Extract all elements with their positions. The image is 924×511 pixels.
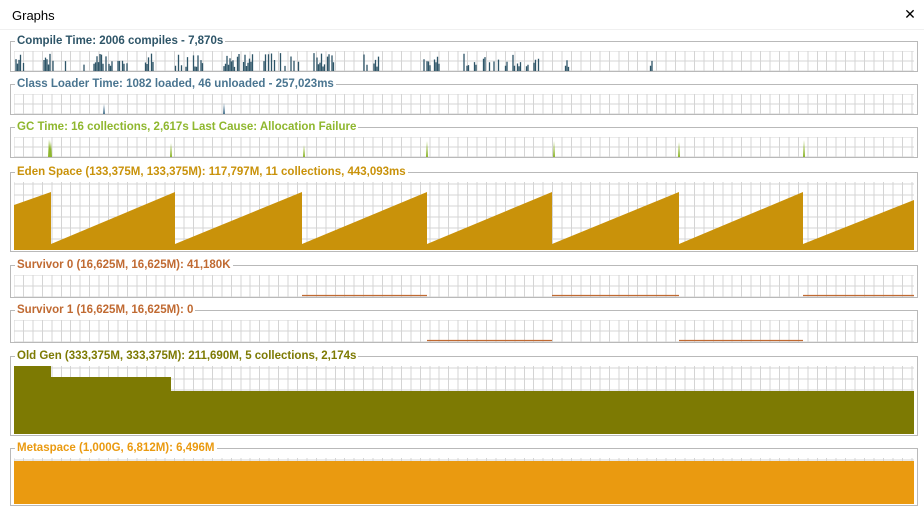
window-title: Graphs [12,8,55,23]
grid [14,320,914,342]
compile-time-label: Compile Time: 2006 compiles - 7,870s [15,34,226,48]
class-loader-graph: Class Loader Time: 1082 loaded, 46 unloa… [10,77,918,115]
metaspace-area [14,461,914,504]
survivor-1-label: Survivor 1 (16,625M, 16,625M): 0 [15,303,196,317]
gc-time-label: GC Time: 16 collections, 2,617s Last Cau… [15,120,359,134]
gc-spikes [48,139,805,157]
eden-area [14,192,914,250]
old-gen-area [14,366,914,434]
survivor-0-graph: Survivor 0 (16,625M, 16,625M): 41,180K [10,258,918,298]
eden-space-label: Eden Space (133,375M, 133,375M): 117,797… [15,165,408,179]
gc-time-graph: GC Time: 16 collections, 2,617s Last Cau… [10,120,918,158]
class-loader-label: Class Loader Time: 1082 loaded, 46 unloa… [15,77,336,91]
class-loader-spikes [103,103,225,114]
survivor-0-plot [14,275,914,297]
survivor-1-graph: Survivor 1 (16,625M, 16,625M): 0 [10,303,918,343]
class-loader-plot [14,94,914,114]
grid [14,94,914,114]
grid [14,137,914,157]
metaspace-graph: Metaspace (1,000G, 6,812M): 6,496M [10,441,918,506]
compile-spikes [15,53,653,71]
compile-time-plot [14,51,914,71]
old-gen-graph: Old Gen (333,375M, 333,375M): 211,690M, … [10,349,918,436]
close-icon[interactable]: ✕ [904,6,916,22]
eden-space-graph: Eden Space (133,375M, 133,375M): 117,797… [10,165,918,252]
old-gen-label: Old Gen (333,375M, 333,375M): 211,690M, … [15,349,359,363]
metaspace-label: Metaspace (1,000G, 6,812M): 6,496M [15,441,217,455]
eden-space-plot [14,182,914,250]
gc-time-plot [14,137,914,157]
grid [14,275,914,297]
survivor-0-label: Survivor 0 (16,625M, 16,625M): 41,180K [15,258,233,272]
survivor-1-plot [14,320,914,342]
metaspace-plot [14,458,914,504]
compile-time-graph: Compile Time: 2006 compiles - 7,870s [10,34,918,72]
window-titlebar: Graphs ✕ [0,0,924,30]
old-gen-plot [14,366,914,434]
